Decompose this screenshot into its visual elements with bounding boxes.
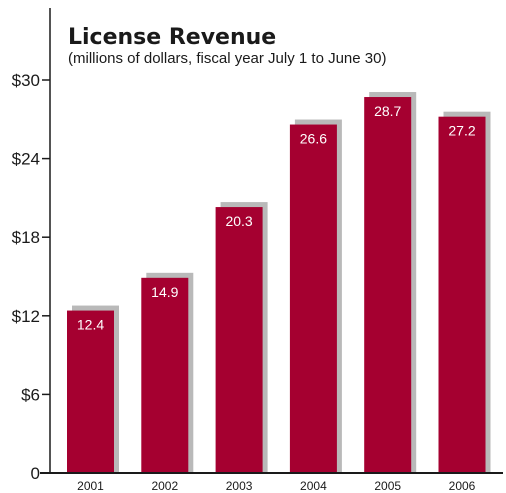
bar-2006	[438, 116, 486, 474]
bar-shadows	[72, 92, 491, 474]
data-label-2005: 28.7	[374, 103, 401, 119]
x-tick-label-2001: 2001	[77, 479, 104, 493]
data-label-2003: 20.3	[225, 213, 252, 229]
x-tick-label-2006: 2006	[449, 479, 476, 493]
data-label-2001: 12.4	[77, 317, 104, 333]
data-label-2006: 27.2	[448, 123, 475, 139]
x-tick-label-2005: 2005	[374, 479, 401, 493]
bars	[67, 97, 486, 474]
y-tick-label-24: $24	[12, 150, 40, 169]
chart-title: License Revenue	[68, 25, 276, 50]
data-labels: 12.4 14.9 20.3 26.6 28.7 27.2	[77, 103, 476, 333]
y-tick-label-6: $6	[21, 385, 40, 404]
bar-2002	[141, 277, 189, 473]
x-tick-label-2002: 2002	[151, 479, 178, 493]
axes	[40, 8, 503, 474]
ticks: 2001 2002 2003 2004 2005 2006 0 $6 $12 $18 $24 $30	[12, 71, 476, 493]
bar-2004	[289, 124, 337, 473]
y-tick-label-18: $18	[12, 228, 40, 247]
y-tick-label-0: 0	[31, 464, 40, 483]
x-tick-label-2004: 2004	[300, 479, 327, 493]
bar-2001	[67, 310, 114, 473]
bar-2005	[364, 97, 412, 473]
data-label-2004: 26.6	[300, 131, 327, 147]
y-tick-label-30: $30	[12, 71, 40, 90]
x-tick-label-2003: 2003	[226, 479, 253, 493]
y-tick-label-12: $12	[12, 307, 40, 326]
chart-subtitle: (millions of dollars, fiscal year July 1…	[68, 50, 386, 67]
bar-2003	[215, 207, 263, 473]
data-label-2002: 14.9	[151, 284, 178, 300]
